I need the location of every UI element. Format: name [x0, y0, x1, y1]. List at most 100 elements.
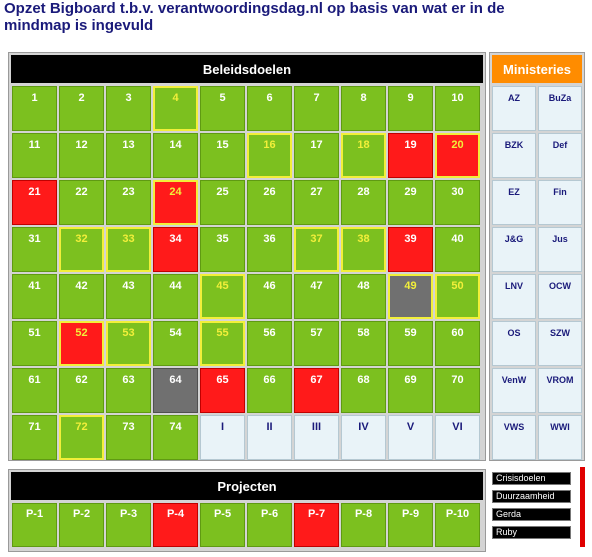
beleidsdoel-cell[interactable]: 38 [341, 227, 386, 272]
beleidsdoel-cell[interactable]: 72 [59, 415, 104, 460]
beleidsdoel-cell[interactable]: 25 [200, 180, 245, 225]
beleidsdoel-cell[interactable]: 7 [294, 86, 339, 131]
beleidsdoel-cell[interactable]: 69 [388, 368, 433, 413]
beleidsdoel-cell[interactable]: 43 [106, 274, 151, 319]
beleidsdoel-cell[interactable]: 51 [12, 321, 57, 366]
beleidsdoel-cell[interactable]: 24 [153, 180, 198, 225]
project-cell[interactable]: P-1 [12, 503, 57, 547]
beleidsdoel-cell[interactable]: 40 [435, 227, 480, 272]
legend-item[interactable]: Crisisdoelen [492, 472, 571, 485]
beleidsdoel-cell[interactable]: 74 [153, 415, 198, 460]
legend-scrollbar[interactable] [580, 467, 585, 547]
ministerie-cell[interactable]: LNV [492, 274, 536, 319]
beleidsdoel-cell[interactable]: 1 [12, 86, 57, 131]
project-cell[interactable]: P-7 [294, 503, 339, 547]
beleidsdoel-cell[interactable]: 59 [388, 321, 433, 366]
beleidsdoel-cell[interactable]: 31 [12, 227, 57, 272]
beleidsdoel-cell[interactable]: 52 [59, 321, 104, 366]
beleidsdoel-cell[interactable]: 16 [247, 133, 292, 178]
beleidsdoel-cell[interactable]: 55 [200, 321, 245, 366]
beleidsdoel-cell[interactable]: 29 [388, 180, 433, 225]
beleidsdoel-cell[interactable]: 17 [294, 133, 339, 178]
beleidsdoel-cell[interactable]: 2 [59, 86, 104, 131]
project-cell[interactable]: P-10 [435, 503, 480, 547]
ministerie-cell[interactable]: Def [538, 133, 582, 178]
beleidsdoel-cell[interactable]: 4 [153, 86, 198, 131]
legend-item[interactable]: Ruby [492, 526, 571, 539]
beleidsdoel-cell[interactable]: 56 [247, 321, 292, 366]
beleidsdoel-cell[interactable]: 39 [388, 227, 433, 272]
ministerie-cell[interactable]: VWS [492, 415, 536, 460]
beleidsdoel-cell[interactable]: 49 [388, 274, 433, 319]
beleidsdoel-cell[interactable]: 68 [341, 368, 386, 413]
beleidsdoel-cell[interactable]: 35 [200, 227, 245, 272]
beleidsdoel-cell[interactable]: 11 [12, 133, 57, 178]
beleidsdoel-cell[interactable]: 44 [153, 274, 198, 319]
beleidsdoel-cell[interactable]: 32 [59, 227, 104, 272]
beleidsdoel-cell[interactable]: 12 [59, 133, 104, 178]
project-cell[interactable]: P-6 [247, 503, 292, 547]
beleidsdoel-cell[interactable]: 71 [12, 415, 57, 460]
beleidsdoel-cell[interactable]: 42 [59, 274, 104, 319]
beleidsdoel-cell[interactable]: 36 [247, 227, 292, 272]
beleidsdoel-cell[interactable]: 20 [435, 133, 480, 178]
beleidsdoel-cell[interactable]: 53 [106, 321, 151, 366]
beleidsdoel-cell[interactable]: 61 [12, 368, 57, 413]
beleidsdoel-cell[interactable]: IV [341, 415, 386, 460]
ministerie-cell[interactable]: Fin [538, 180, 582, 225]
beleidsdoel-cell[interactable]: 63 [106, 368, 151, 413]
beleidsdoel-cell[interactable]: 47 [294, 274, 339, 319]
beleidsdoel-cell[interactable]: 66 [247, 368, 292, 413]
beleidsdoel-cell[interactable]: 46 [247, 274, 292, 319]
beleidsdoel-cell[interactable]: 30 [435, 180, 480, 225]
ministerie-cell[interactable]: WWI [538, 415, 582, 460]
ministerie-cell[interactable]: J&G [492, 227, 536, 272]
beleidsdoel-cell[interactable]: 15 [200, 133, 245, 178]
project-cell[interactable]: P-5 [200, 503, 245, 547]
beleidsdoel-cell[interactable]: 50 [435, 274, 480, 319]
project-cell[interactable]: P-2 [59, 503, 104, 547]
beleidsdoel-cell[interactable]: 65 [200, 368, 245, 413]
beleidsdoel-cell[interactable]: 6 [247, 86, 292, 131]
beleidsdoel-cell[interactable]: 28 [341, 180, 386, 225]
beleidsdoel-cell[interactable]: 48 [341, 274, 386, 319]
beleidsdoel-cell[interactable]: 5 [200, 86, 245, 131]
beleidsdoel-cell[interactable]: 70 [435, 368, 480, 413]
beleidsdoel-cell[interactable]: 14 [153, 133, 198, 178]
beleidsdoel-cell[interactable]: 9 [388, 86, 433, 131]
ministerie-cell[interactable]: EZ [492, 180, 536, 225]
beleidsdoel-cell[interactable]: 26 [247, 180, 292, 225]
ministerie-cell[interactable]: AZ [492, 86, 536, 131]
beleidsdoel-cell[interactable]: 62 [59, 368, 104, 413]
beleidsdoel-cell[interactable]: 19 [388, 133, 433, 178]
beleidsdoel-cell[interactable]: 58 [341, 321, 386, 366]
beleidsdoel-cell[interactable]: 23 [106, 180, 151, 225]
ministerie-cell[interactable]: OS [492, 321, 536, 366]
beleidsdoel-cell[interactable]: 67 [294, 368, 339, 413]
legend-item[interactable]: Gerda [492, 508, 571, 521]
beleidsdoel-cell[interactable]: V [388, 415, 433, 460]
ministerie-cell[interactable]: VROM [538, 368, 582, 413]
project-cell[interactable]: P-3 [106, 503, 151, 547]
beleidsdoel-cell[interactable]: 73 [106, 415, 151, 460]
beleidsdoel-cell[interactable]: 8 [341, 86, 386, 131]
beleidsdoel-cell[interactable]: 10 [435, 86, 480, 131]
beleidsdoel-cell[interactable]: 57 [294, 321, 339, 366]
beleidsdoel-cell[interactable]: 34 [153, 227, 198, 272]
beleidsdoel-cell[interactable]: 21 [12, 180, 57, 225]
beleidsdoel-cell[interactable]: 64 [153, 368, 198, 413]
beleidsdoel-cell[interactable]: 3 [106, 86, 151, 131]
beleidsdoel-cell[interactable]: VI [435, 415, 480, 460]
project-cell[interactable]: P-8 [341, 503, 386, 547]
beleidsdoel-cell[interactable]: I [200, 415, 245, 460]
ministerie-cell[interactable]: Jus [538, 227, 582, 272]
project-cell[interactable]: P-9 [388, 503, 433, 547]
ministerie-cell[interactable]: OCW [538, 274, 582, 319]
beleidsdoel-cell[interactable]: 18 [341, 133, 386, 178]
project-cell[interactable]: P-4 [153, 503, 198, 547]
ministerie-cell[interactable]: BZK [492, 133, 536, 178]
beleidsdoel-cell[interactable]: 41 [12, 274, 57, 319]
ministerie-cell[interactable]: BuZa [538, 86, 582, 131]
beleidsdoel-cell[interactable]: 13 [106, 133, 151, 178]
beleidsdoel-cell[interactable]: II [247, 415, 292, 460]
